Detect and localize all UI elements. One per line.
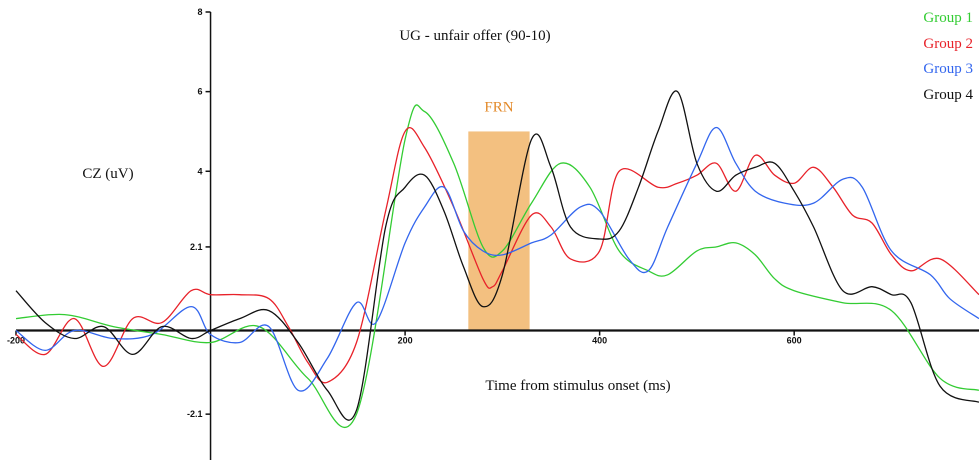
series-line-group-3 [15, 126, 979, 392]
y-tick-label: 2.1 [190, 242, 203, 252]
series-line-group-4 [15, 90, 979, 421]
legend-entry-group-4: Group 4 [923, 87, 973, 103]
series-layer [15, 90, 979, 429]
legend: Group 1 Group 2 Group 3 Group 4 [923, 10, 973, 103]
y-tick-label: 6 [198, 87, 203, 97]
y-tick-label: 8 [198, 7, 203, 17]
x-axis-label: Time from stimulus onset (ms) [485, 378, 670, 394]
chart-title: UG - unfair offer (90-10) [399, 28, 550, 44]
legend-entry-group-3: Group 3 [923, 61, 973, 77]
tick-group: -200 200 400 600 8 6 4 2.1 -2.1 [7, 7, 802, 419]
legend-entry-group-2: Group 2 [923, 36, 973, 52]
frn-highlight-band [468, 131, 530, 331]
y-tick-label: -2.1 [187, 409, 203, 419]
y-tick-label: 4 [198, 166, 203, 176]
y-axis-label: CZ (uV) [82, 166, 133, 182]
x-tick-label: 600 [787, 336, 802, 346]
x-tick-label: 200 [398, 336, 413, 346]
x-tick-label: -200 [7, 336, 25, 346]
x-tick-label: 400 [592, 336, 607, 346]
legend-entry-group-1: Group 1 [923, 10, 973, 26]
frn-annotation-label: FRN [484, 99, 513, 115]
